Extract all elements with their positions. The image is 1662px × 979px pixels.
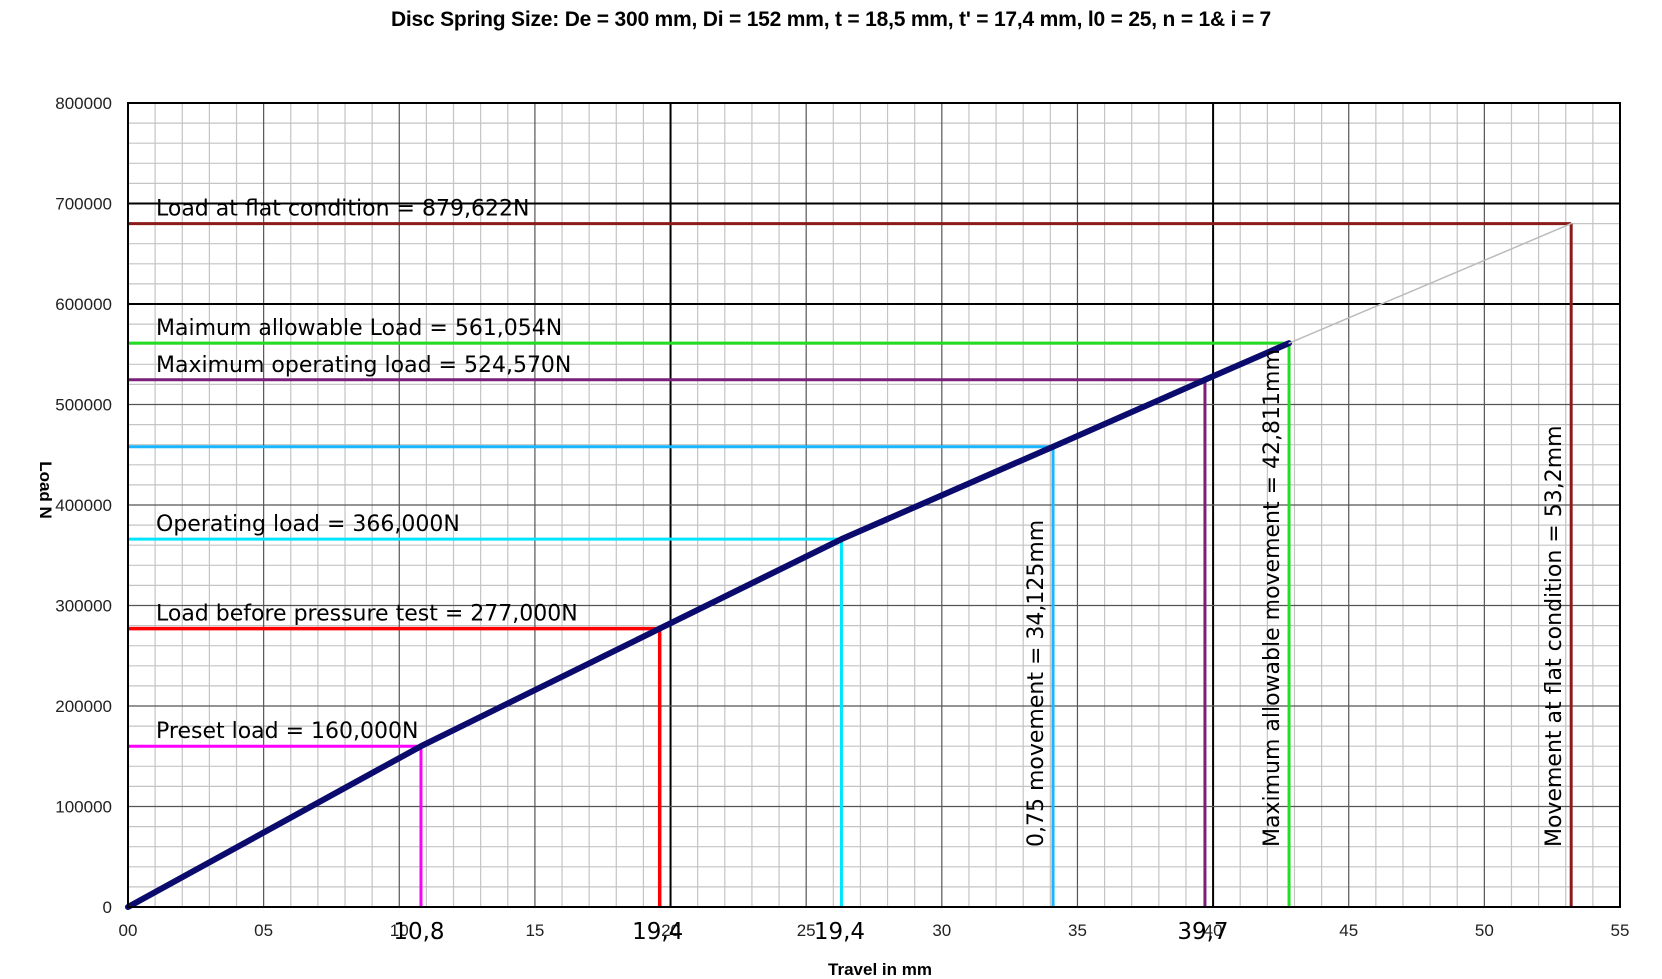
marker-v-label: Movement at flat condition = 53,2mm (1542, 425, 1567, 847)
data-point (1570, 223, 1572, 225)
x-tick-label: 10 (390, 921, 409, 940)
data-point (839, 537, 843, 541)
marker-x-label: 19,4 (632, 919, 683, 945)
axes (127, 102, 1621, 908)
data-point (419, 744, 423, 748)
data-point (1051, 445, 1055, 449)
y-tick-label: 800000 (55, 94, 112, 113)
series-lines (125, 222, 1572, 910)
annotations: Preset load = 160,000N 10,8 Load before pr… (156, 197, 1567, 945)
y-tick-label: 600000 (55, 295, 112, 314)
x-tick-label: 30 (932, 921, 951, 940)
data-point (658, 627, 662, 631)
data-point (1203, 378, 1207, 382)
y-tick-label: 500000 (55, 396, 112, 415)
x-tick-label: 45 (1339, 921, 1358, 940)
y-axis-label: Load N (36, 461, 55, 519)
marker-v-label: 0,75 movement = 34,125mm (1024, 520, 1049, 847)
data-point (1288, 342, 1290, 344)
y-tick-label: 200000 (55, 697, 112, 716)
x-tick-label: 15 (525, 921, 544, 940)
marker-h-label: Load before pressure test = 277,000N (156, 602, 578, 627)
x-tick-label: 35 (1068, 921, 1087, 940)
marker-v-label: Maximum allowable movement = 42,811mm (1260, 349, 1285, 847)
x-tick-label: 00 (119, 921, 138, 940)
marker-h-label: Maimum allowable Load = 561,054N (156, 316, 562, 341)
marker-h-label: Preset load = 160,000N (156, 719, 418, 744)
x-tick-label: 20 (661, 921, 680, 940)
marker-x-label: 10,8 (393, 919, 444, 945)
plot-frame (127, 102, 1621, 908)
x-tick-label: 05 (254, 921, 273, 940)
marker-x-label: 39,7 (1177, 919, 1228, 945)
y-tick-label: 400000 (55, 496, 112, 515)
extrapolated-line (1288, 222, 1572, 344)
chart-title: Disc Spring Size: De = 300 mm, Di = 152 … (390, 8, 1272, 31)
x-tick-label: 55 (1611, 921, 1630, 940)
x-tick-label: 40 (1204, 921, 1223, 940)
y-tick-label: 100000 (55, 798, 112, 817)
marker-x-label: 19,4 (814, 919, 865, 945)
x-tick-label: 50 (1475, 921, 1494, 940)
marker-h-label: Operating load = 366,000N (156, 512, 460, 537)
y-tick-label: 700000 (55, 195, 112, 214)
tick-labels: 00 05 10 15 20 25 30 35 40 45 50 55 0 100000 200000 300… (36, 94, 1629, 940)
y-tick-label: 300000 (55, 597, 112, 616)
y-tick-label: 0 (103, 898, 112, 917)
marker-h-label: Maximum operating load = 524,570N (156, 353, 571, 378)
x-axis-label: Travel in mm (828, 960, 932, 979)
marker-h-label: Load at flat condition = 879,622N (156, 197, 529, 222)
x-tick-label: 25 (797, 921, 816, 940)
marker-lines (128, 222, 1573, 907)
